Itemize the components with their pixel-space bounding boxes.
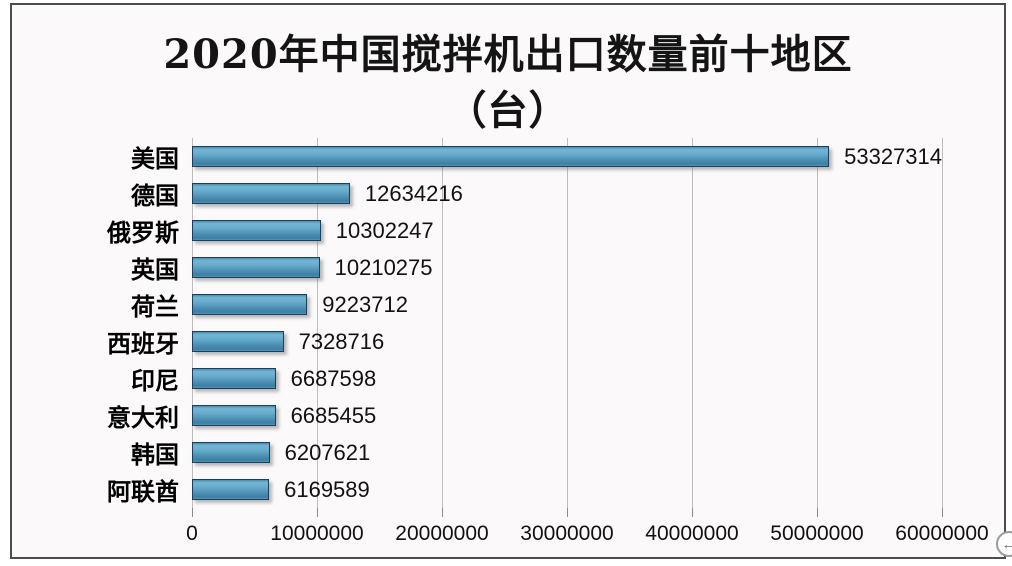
bar-row: 印尼 6687598 xyxy=(131,360,942,397)
value-label: 6169589 xyxy=(284,476,370,502)
category-label: 韩国 xyxy=(131,442,179,469)
x-axis: 0 10000000 20000000 30000000 40000000 5000000… xyxy=(186,508,989,553)
tick-mark xyxy=(567,508,568,517)
bar xyxy=(192,331,284,352)
chart-title: 2020年中国搅拌机出口数量前十地区 （台） xyxy=(12,27,1004,139)
chart-title-line2: （台） xyxy=(446,87,570,134)
category-label: 意大利 xyxy=(107,405,179,432)
category-label: 英国 xyxy=(131,257,179,284)
bar xyxy=(192,257,320,278)
bar xyxy=(192,183,350,204)
gridline xyxy=(192,138,193,508)
x-tick-label: 10000000 xyxy=(270,522,364,545)
category-label: 西班牙 xyxy=(107,331,179,358)
gridlines xyxy=(192,138,943,508)
gridline xyxy=(942,138,943,508)
bar xyxy=(192,294,308,315)
bar-row: 英国 10210275 xyxy=(131,249,942,286)
category-label: 俄罗斯 xyxy=(107,220,179,247)
value-label: 6687598 xyxy=(290,365,377,391)
bar-row: 美国 53327314 xyxy=(131,138,942,175)
bar-row: 意大利 6685455 xyxy=(107,397,942,434)
bar xyxy=(192,368,276,389)
x-tick-label: 60000000 xyxy=(895,522,989,545)
gridline xyxy=(692,138,693,508)
category-label: 荷兰 xyxy=(131,294,179,321)
bar-row: 西班牙 7328716 xyxy=(107,323,942,360)
x-tick-label: 30000000 xyxy=(520,522,614,545)
value-label: 12634216 xyxy=(364,180,463,206)
bar xyxy=(192,146,830,167)
gridline xyxy=(817,138,818,508)
value-label: 7328716 xyxy=(298,328,385,354)
bar-row: 阿联酋 6169589 xyxy=(107,471,942,508)
tick-mark xyxy=(192,508,193,517)
x-tick-label: 20000000 xyxy=(395,522,489,545)
category-label: 阿联酋 xyxy=(107,479,179,506)
bar xyxy=(192,405,276,426)
chart-title-line1: 2020年中国搅拌机出口数量前十地区 xyxy=(163,31,853,78)
tick-mark xyxy=(942,508,943,517)
tick-mark xyxy=(442,508,443,517)
plot-area: 美国 53327314 德国 12634216 俄罗斯 10302247 英国 1021027… xyxy=(107,138,943,508)
value-label: 10302247 xyxy=(335,217,434,243)
bar-rows: 美国 53327314 德国 12634216 俄罗斯 10302247 英国 1021027… xyxy=(107,138,942,508)
category-label: 美国 xyxy=(131,146,179,173)
back-arrow-icon: ← xyxy=(1001,535,1012,553)
gridline xyxy=(442,138,443,508)
bar-row: 德国 12634216 xyxy=(131,175,942,212)
category-label: 德国 xyxy=(131,183,179,210)
chart-canvas: 2020年中国搅拌机出口数量前十地区 （台） 美国 53327314 德国 12634… xyxy=(10,3,1006,559)
value-label: 6685455 xyxy=(290,402,377,428)
bar-row: 俄罗斯 10302247 xyxy=(107,212,942,249)
x-tick-label: 40000000 xyxy=(645,522,739,545)
category-label: 印尼 xyxy=(131,368,179,395)
value-label: 9223712 xyxy=(322,291,408,317)
value-label: 10210275 xyxy=(334,254,433,280)
bar xyxy=(192,442,270,463)
bar xyxy=(192,220,321,241)
value-label: 53327314 xyxy=(844,143,942,169)
gridline xyxy=(567,138,568,508)
tick-mark xyxy=(317,508,318,517)
tick-mark xyxy=(692,508,693,517)
gridline xyxy=(317,138,318,508)
bar xyxy=(192,479,270,500)
back-button[interactable]: ← xyxy=(996,531,1012,557)
value-label: 6207621 xyxy=(284,439,371,465)
bar-row: 荷兰 9223712 xyxy=(131,286,942,323)
bar-row: 韩国 6207621 xyxy=(131,434,942,471)
x-tick-label: 0 xyxy=(186,522,198,545)
tick-mark xyxy=(817,508,818,517)
x-tick-label: 50000000 xyxy=(770,522,864,545)
